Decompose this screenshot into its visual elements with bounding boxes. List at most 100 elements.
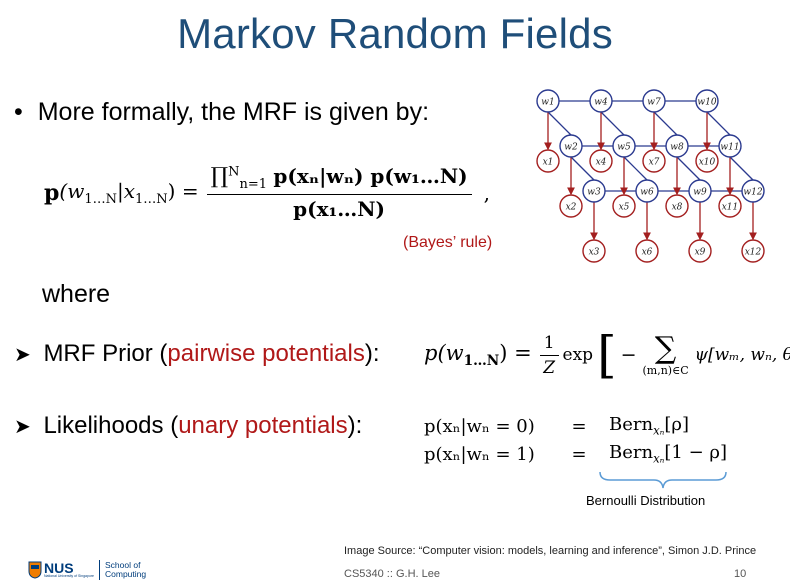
eq-denominator: p(x₁…N)	[293, 197, 386, 221]
logo-subtext: National University of Singapore	[44, 574, 94, 579]
likelihood-equations: p(xₙ|wₙ = 0) = Bernxₙ[ρ] p(xₙ|wₙ = 1) = …	[424, 412, 727, 468]
prior-label-end: ):	[364, 340, 380, 367]
likelihood-row-1: p(xₙ|wₙ = 1) = Bernxₙ[1 − ρ]	[424, 442, 728, 466]
x-node	[559, 194, 583, 218]
eq-lhs-args: (w1…N|x1…N) =	[59, 178, 199, 207]
x-node-label: x9	[695, 248, 706, 258]
slide-title: Markov Random Fields	[177, 10, 613, 57]
x-node-label: x6	[642, 248, 653, 258]
x-node	[741, 239, 765, 263]
w-node-label: w5	[617, 143, 631, 153]
w-edge-v	[729, 156, 754, 181]
bernoulli-label: Bernoulli Distribution	[586, 493, 706, 508]
x-node	[635, 239, 659, 263]
w-node-label: w2	[564, 143, 578, 153]
w-node-label: w12	[743, 188, 762, 198]
w-node	[665, 134, 689, 158]
bullet-text: More formally, the MRF is given by:	[37, 98, 430, 126]
x-node	[589, 149, 613, 173]
logo-school-line2: Computing	[105, 569, 147, 579]
eq-lhs-p: p	[44, 179, 60, 206]
x-node	[536, 149, 560, 173]
x-node-label: x1	[543, 158, 554, 168]
where-label: where	[42, 280, 111, 308]
crest-icon	[28, 561, 42, 579]
likelihood-label-red: unary potentials	[178, 412, 348, 439]
x-node	[642, 149, 666, 173]
w-node	[718, 134, 742, 158]
w-node-label: w8	[670, 143, 684, 153]
x-node-label: x8	[672, 203, 683, 213]
w-node	[642, 89, 666, 113]
w-edge-v	[706, 111, 731, 136]
x-node	[612, 194, 636, 218]
prior-minus: −	[620, 344, 637, 366]
x-node-label: x7	[649, 158, 660, 168]
x-node-label: x5	[619, 203, 630, 213]
w-edge-v	[600, 111, 625, 136]
x-node-label: x4	[596, 158, 607, 168]
w-node	[635, 179, 659, 203]
w-edge-v	[676, 156, 701, 181]
bayes-equation: p (w1…N|x1…N) = ∏Nn=1 p(xₙ|wₙ) p(w₁…N) p…	[44, 164, 490, 221]
prior-sum: ∑ (m,n)∈C	[642, 330, 689, 377]
prior-frac: 1 Z	[539, 333, 559, 378]
x-node-label: x12	[745, 248, 762, 258]
likelihood-row-0: p(xₙ|wₙ = 0) = Bernxₙ[ρ]	[424, 414, 690, 438]
eq-numerator: ∏Nn=1 p(xₙ|wₙ) p(w₁…N)	[206, 164, 472, 195]
likelihood-brace	[599, 471, 727, 489]
w-node-label: w6	[640, 188, 654, 198]
w-node-label: w4	[594, 98, 608, 108]
likelihood-line: ➤ Likelihoods (unary potentials):	[14, 412, 362, 440]
prior-bracket-left: [	[597, 326, 617, 384]
course-label: CS5340 :: G.H. Lee	[344, 568, 440, 580]
bullet-formal: • More formally, the MRF is given by:	[14, 98, 429, 127]
w-node-label: w3	[587, 188, 601, 198]
prior-arrow: ➤	[14, 344, 31, 366]
x-node	[582, 239, 606, 263]
w-node	[559, 134, 583, 158]
w-node-label: w7	[647, 98, 661, 108]
bayes-rule-label: (Bayes’ rule)	[403, 234, 493, 251]
w-node	[695, 89, 719, 113]
w-edge-v	[653, 111, 678, 136]
likelihood-label-end: ):	[347, 412, 363, 439]
w-node-label: w9	[693, 188, 707, 198]
prior-psi: ψ[wₘ, wₙ, θ]	[694, 345, 790, 365]
x-node-label: x2	[566, 203, 577, 213]
prior-eq-lhs: p(w1…N) =	[424, 340, 532, 370]
x-node-label: x10	[699, 158, 716, 168]
w-node	[582, 179, 606, 203]
likelihood-arrow: ➤	[14, 416, 31, 438]
eq-fraction: ∏Nn=1 p(xₙ|wₙ) p(w₁…N) p(x₁…N)	[206, 164, 472, 221]
x-node	[688, 239, 712, 263]
w-node-label: w11	[720, 143, 739, 153]
mrf-graph: x1 x4 x7 x10 x2 x5 x8 x11 x3 x6 x9 x12 w1 w4 w7 w10 w2 w5…	[536, 89, 765, 263]
logo-nus-text: NUS	[44, 560, 74, 577]
x-node	[665, 194, 689, 218]
bullet-marker: •	[14, 98, 23, 126]
prior-line: ➤ MRF Prior (pairwise potentials):	[14, 340, 380, 368]
w-node	[536, 89, 560, 113]
w-edge-v	[547, 111, 572, 136]
x-node-label: x11	[722, 203, 739, 213]
w-edge-v	[570, 156, 595, 181]
w-node	[589, 89, 613, 113]
page-number: 10	[734, 568, 747, 580]
prior-label-start: MRF Prior (	[43, 340, 168, 367]
prior-label-red: pairwise potentials	[167, 340, 365, 367]
w-node	[688, 179, 712, 203]
nus-logo: NUS National University of Singapore Sch…	[28, 558, 148, 582]
eq-comma: ,	[483, 180, 490, 205]
x-node	[695, 149, 719, 173]
image-source: Image Source: “Computer vision: models, …	[344, 545, 757, 557]
w-node-label: w1	[541, 98, 554, 108]
w-node-label: w10	[697, 98, 716, 108]
w-edge-v	[623, 156, 648, 181]
w-node	[741, 179, 765, 203]
logo-school-line1: School of	[105, 559, 141, 570]
x-node-label: x3	[589, 248, 600, 258]
x-node	[718, 194, 742, 218]
w-node	[612, 134, 636, 158]
likelihood-label-start: Likelihoods (	[43, 412, 179, 439]
